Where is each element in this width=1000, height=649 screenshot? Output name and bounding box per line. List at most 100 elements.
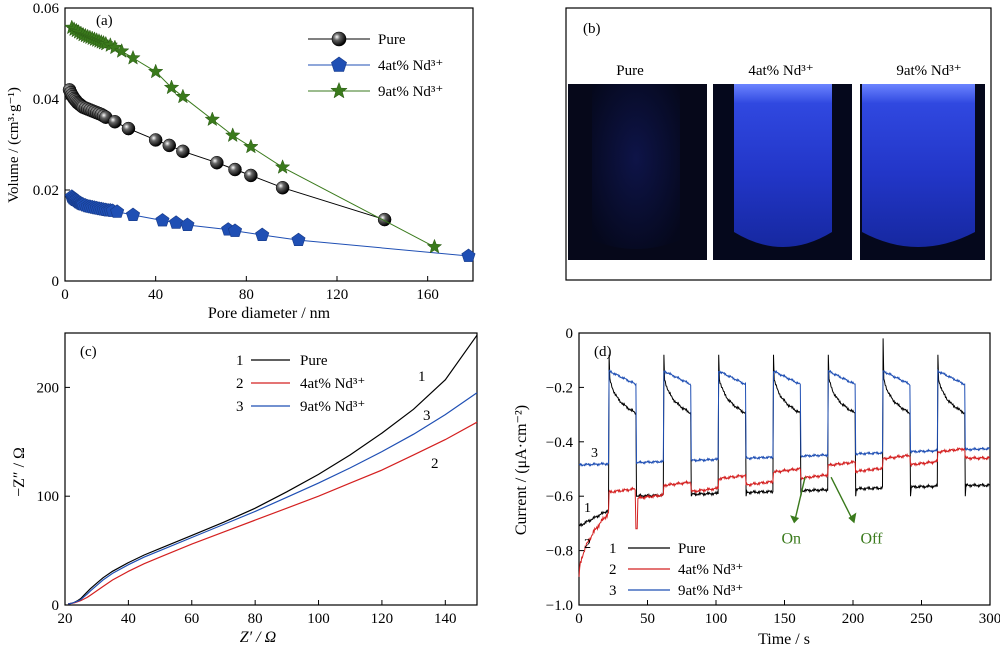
panel-c-legend: 1 Pure 2 4at% Nd³⁺ 3 9at% Nd³⁺ [236, 353, 365, 415]
panel-b-photo: (b) Pure 4at% Nd³⁺ 9at% Nd³⁺ [565, 7, 992, 281]
panel-a-plot-frame [64, 7, 474, 282]
data-point-9at [175, 88, 191, 104]
y-tick-label: 0.04 [33, 92, 60, 108]
data-point-pure [176, 144, 190, 159]
panel-d-photocurrent-chart: (d) 0 50 100 150 200 250 300 −1.0 −0.8 −0.6 −0.4 −… [513, 326, 1000, 648]
data-point-4at [180, 217, 195, 231]
data-point-4at [125, 207, 141, 221]
data-point-9at [107, 39, 123, 55]
data-point-pure [244, 168, 258, 183]
x-tick-label: 60 [184, 611, 199, 627]
x-tick-label: 300 [979, 611, 1000, 627]
panel-d-label: (d) [594, 344, 612, 360]
legend-number-3: 3 [236, 399, 244, 415]
x-tick-label: 250 [910, 611, 933, 627]
legend-label-9at: 9at% Nd³⁺ [378, 84, 443, 100]
x-tick-label: 40 [121, 611, 136, 627]
data-point-pure [121, 121, 136, 136]
vial-pure [592, 84, 680, 249]
current-trace-2 [578, 446, 991, 577]
curve-number-1: 1 [418, 369, 426, 385]
panel-d-ylabel: Current / (μA·cm⁻²) [513, 405, 530, 535]
x-tick-label: 200 [842, 611, 865, 627]
legend-label-9at: 9at% Nd³⁺ [300, 399, 365, 415]
legend-marker-pure [331, 31, 347, 47]
data-point-4at [110, 204, 125, 218]
data-point-pure [148, 133, 163, 147]
x-tick-label: 100 [705, 611, 728, 627]
series-line-1 [71, 196, 469, 257]
data-point-4at [227, 223, 243, 237]
current-trace-1 [578, 338, 991, 528]
series-line-0 [69, 89, 385, 221]
x-tick-label: 80 [248, 611, 263, 627]
data-point-pure [275, 180, 290, 195]
data-point-pure [228, 162, 242, 177]
x-tick-label: 100 [307, 611, 330, 627]
y-tick-label: 200 [37, 380, 60, 396]
off-arrow [830, 476, 853, 519]
panel-c-nyquist-chart: (c) 20 40 60 80 100 120 140 0 100 200 Z′ / Ω −Z″… [11, 332, 478, 646]
sample-label-4at: 4at% Nd³⁺ [748, 63, 813, 79]
legend-marker-9at [330, 81, 348, 99]
data-point-9at [113, 42, 130, 58]
legend-number-1: 1 [236, 353, 244, 369]
panel-b-label: (b) [583, 21, 601, 37]
data-point-4at [169, 215, 184, 229]
legend-number-1: 1 [609, 541, 617, 557]
nyquist-curve-3 [68, 392, 478, 605]
legend-number-2: 2 [236, 376, 244, 392]
data-point-pure [377, 212, 392, 227]
data-point-pure [108, 115, 122, 129]
data-point-pure [210, 155, 224, 170]
vial-4at [734, 84, 832, 247]
data-point-9at [204, 111, 221, 127]
x-tick-label: 50 [640, 611, 655, 627]
x-tick-label: 40 [148, 287, 163, 303]
trace-number-1: 1 [584, 501, 591, 516]
legend-number-3: 3 [609, 583, 617, 599]
legend-label-pure: Pure [300, 353, 328, 369]
data-point-4at [255, 227, 270, 241]
data-point-9at [163, 79, 180, 95]
data-point-9at [243, 138, 259, 154]
y-tick-label: 0 [566, 326, 574, 342]
y-tick-label: 0.06 [33, 1, 60, 17]
data-point-9at [274, 159, 291, 174]
data-point-4at [155, 213, 170, 227]
x-tick-label: 80 [239, 287, 254, 303]
y-tick-label: 0 [52, 274, 60, 290]
panel-d-legend: 1 Pure 2 4at% Nd³⁺ 3 9at% Nd³⁺ [609, 541, 743, 599]
panel-a-legend: Pure 4at% Nd³⁺ 9at% Nd³⁺ [308, 31, 443, 100]
x-tick-label: 20 [58, 611, 73, 627]
nyquist-curve-2 [68, 421, 478, 605]
y-tick-label: 100 [37, 489, 60, 505]
legend-label-4at: 4at% Nd³⁺ [300, 376, 365, 392]
legend-label-9at: 9at% Nd³⁺ [678, 583, 743, 599]
panel-a-ylabel: Volume / (cm³·g⁻¹) [6, 87, 22, 203]
data-point-9at [125, 49, 141, 65]
legend-label-4at: 4at% Nd³⁺ [678, 562, 743, 578]
data-point-9at [224, 127, 241, 143]
legend-label-pure: Pure [378, 32, 406, 48]
y-tick-label: −0.4 [546, 435, 574, 451]
on-annotation: On [781, 530, 801, 547]
sample-label-9at: 9at% Nd³⁺ [896, 63, 961, 79]
data-point-4at [461, 248, 476, 262]
panel-a-label: (a) [96, 13, 113, 29]
x-tick-label: 0 [575, 611, 583, 627]
panel-c-xlabel: Z′ / Ω [240, 629, 276, 646]
legend-label-pure: Pure [678, 541, 706, 557]
panel-c-label: (c) [80, 344, 97, 360]
on-arrowhead [790, 515, 800, 524]
data-point-9at [147, 63, 164, 79]
nyquist-curve-1 [68, 334, 478, 605]
current-trace-3 [578, 368, 991, 467]
y-tick-label: −1.0 [546, 598, 573, 614]
trace-number-2: 2 [584, 537, 591, 552]
legend-label-4at: 4at% Nd³⁺ [378, 58, 443, 74]
legend-marker-4at [331, 56, 347, 72]
x-tick-label: 0 [61, 287, 69, 303]
curve-number-2: 2 [431, 456, 439, 472]
